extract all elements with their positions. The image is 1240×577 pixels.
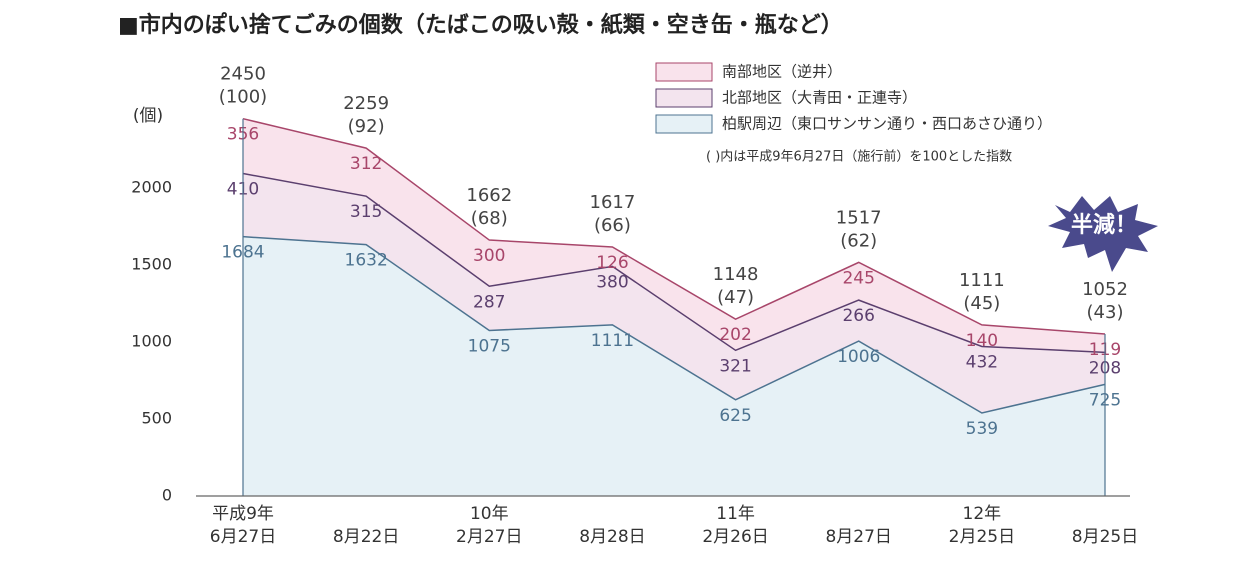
x-tick-label: 10年 bbox=[470, 504, 509, 524]
data-label: 1006 bbox=[837, 347, 880, 367]
data-label: 1632 bbox=[345, 251, 388, 271]
x-tick-label: 2月26日 bbox=[702, 527, 768, 547]
index-label: (47) bbox=[717, 287, 754, 308]
x-tick-label: 平成9年 bbox=[212, 504, 274, 524]
y-tick-label: 1500 bbox=[131, 255, 172, 274]
x-tick-label: 8月28日 bbox=[579, 527, 645, 547]
index-label: (43) bbox=[1087, 302, 1124, 323]
data-label: 432 bbox=[966, 352, 998, 372]
total-label: 1052 bbox=[1082, 279, 1128, 300]
data-label: 202 bbox=[719, 325, 751, 345]
data-label: 312 bbox=[350, 154, 382, 174]
total-label: 2259 bbox=[343, 93, 389, 114]
y-axis-label: (個) bbox=[133, 106, 163, 126]
data-label: 140 bbox=[966, 331, 998, 351]
note: ( )内は平成9年6月27日（施行前）を100とした指数 bbox=[706, 149, 1012, 165]
chart: ■市内のぽい捨てごみの個数（たばこの吸い殻・紙類・空き缶・瓶など） (個) ( … bbox=[0, 0, 1240, 573]
total-label: 1662 bbox=[466, 185, 512, 206]
legend-label: 北部地区（大青田・正連寺） bbox=[722, 89, 917, 107]
data-label: 539 bbox=[966, 419, 998, 439]
index-label: (68) bbox=[471, 208, 508, 229]
total-label: 1148 bbox=[713, 264, 759, 285]
data-label: 321 bbox=[719, 356, 751, 376]
data-label: 287 bbox=[473, 292, 505, 312]
y-tick-label: 0 bbox=[162, 486, 172, 505]
data-label: 1111 bbox=[591, 331, 634, 351]
y-tick-label: 2000 bbox=[131, 178, 172, 197]
x-tick-label: 8月25日 bbox=[1072, 527, 1138, 547]
index-label: (62) bbox=[840, 230, 877, 251]
legend-swatch bbox=[656, 63, 712, 81]
data-label: 315 bbox=[350, 202, 382, 222]
annotation: 半減！ bbox=[1071, 213, 1137, 238]
total-label: 1111 bbox=[959, 270, 1005, 291]
index-label: (66) bbox=[594, 215, 631, 236]
data-label: 266 bbox=[842, 306, 874, 326]
data-label: 1075 bbox=[468, 336, 511, 356]
chart-title: ■市内のぽい捨てごみの個数（たばこの吸い殻・紙類・空き缶・瓶など） bbox=[118, 12, 843, 38]
annotation-burst: 半減！ bbox=[1048, 196, 1158, 272]
legend-swatch bbox=[656, 115, 712, 133]
index-label: (92) bbox=[348, 116, 385, 137]
total-label: 1617 bbox=[590, 192, 636, 213]
total-label: 2450 bbox=[220, 64, 266, 85]
total-label: 1517 bbox=[836, 207, 882, 228]
y-tick-label: 1000 bbox=[131, 332, 172, 351]
legend-label: 柏駅周辺（東口サンサン通り・西口あさひ通り） bbox=[722, 115, 1052, 133]
legend-label: 南部地区（逆井） bbox=[722, 63, 842, 81]
legend-swatch bbox=[656, 89, 712, 107]
x-tick-label: 11年 bbox=[716, 504, 755, 524]
data-label: 380 bbox=[596, 272, 628, 292]
data-label: 300 bbox=[473, 246, 505, 266]
index-label: (45) bbox=[963, 293, 1000, 314]
x-tick-label: 8月27日 bbox=[825, 527, 891, 547]
data-label: 625 bbox=[719, 406, 751, 426]
x-tick-label: 12年 bbox=[963, 504, 1002, 524]
x-tick-label: 8月22日 bbox=[333, 527, 399, 547]
x-tick-label: 2月25日 bbox=[949, 527, 1015, 547]
x-tick-label: 6月27日 bbox=[210, 527, 276, 547]
y-tick-label: 500 bbox=[141, 409, 172, 428]
index-label: (100) bbox=[219, 87, 267, 108]
data-label: 126 bbox=[596, 253, 628, 273]
data-label: 245 bbox=[842, 268, 874, 288]
x-tick-label: 2月27日 bbox=[456, 527, 522, 547]
